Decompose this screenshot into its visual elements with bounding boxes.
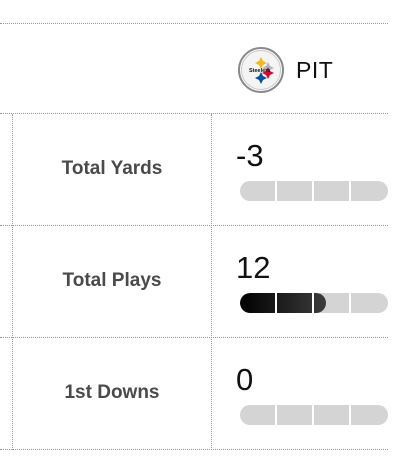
stat-value-first-downs: 0 bbox=[236, 362, 254, 397]
team-abbreviation: PIT bbox=[296, 56, 334, 83]
stat-value-total-yards: -3 bbox=[236, 138, 264, 173]
stat-label-total-yards: Total Yards bbox=[61, 158, 163, 179]
stat-label-first-downs: 1st Downs bbox=[64, 382, 160, 403]
stat-bar-total-yards bbox=[240, 181, 388, 201]
stat-bar-fill bbox=[240, 293, 326, 313]
team-header: Steelers PIT bbox=[238, 47, 333, 93]
bar-segment-divider bbox=[275, 405, 277, 425]
row-divider-3 bbox=[0, 449, 388, 450]
bar-segment-divider bbox=[349, 181, 351, 201]
stat-bar-first-downs bbox=[240, 405, 388, 425]
stat-bar-total-plays bbox=[240, 293, 388, 313]
bar-segment-divider bbox=[349, 293, 351, 313]
bar-segment-divider bbox=[312, 181, 314, 201]
steelers-logo-icon: Steelers bbox=[238, 47, 284, 93]
stat-label-total-plays: Total Plays bbox=[62, 270, 162, 291]
bar-segment-divider bbox=[349, 405, 351, 425]
bar-segment-divider bbox=[312, 405, 314, 425]
row-divider-1 bbox=[0, 225, 388, 226]
column-divider-left bbox=[12, 114, 13, 450]
header-bottom-divider bbox=[0, 113, 388, 114]
row-divider-2 bbox=[0, 337, 388, 338]
bar-segment-divider bbox=[275, 293, 277, 313]
column-divider-middle bbox=[211, 114, 212, 450]
stat-value-total-plays: 12 bbox=[236, 250, 271, 285]
header-top-divider bbox=[0, 23, 388, 24]
bar-segment-divider bbox=[312, 293, 314, 313]
bar-segment-divider bbox=[275, 181, 277, 201]
svg-text:Steelers: Steelers bbox=[249, 68, 270, 74]
